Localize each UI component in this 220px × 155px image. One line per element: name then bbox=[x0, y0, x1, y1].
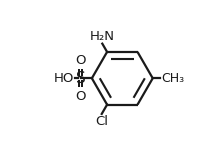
Text: Cl: Cl bbox=[95, 115, 108, 128]
Text: S: S bbox=[76, 71, 85, 86]
Text: O: O bbox=[75, 54, 86, 67]
Text: O: O bbox=[75, 90, 86, 103]
Text: CH₃: CH₃ bbox=[161, 72, 184, 85]
Text: H₂N: H₂N bbox=[90, 30, 115, 43]
Text: HO: HO bbox=[53, 72, 74, 85]
